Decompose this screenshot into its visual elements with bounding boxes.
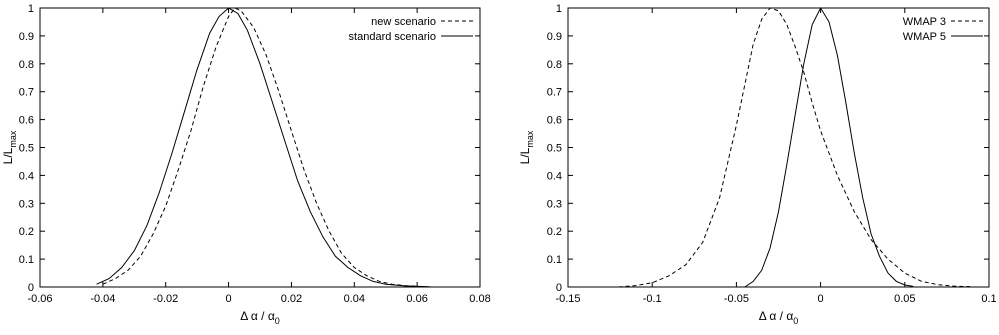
x-tick-label: 0.05	[894, 293, 915, 305]
y-tick-label: 0	[556, 282, 562, 294]
y-tick-label: 0.7	[19, 87, 34, 99]
y-tick-label: 0.8	[547, 59, 562, 71]
y-tick-label: 0.5	[547, 143, 562, 155]
series-line-new-scenario	[102, 7, 418, 287]
x-tick-label: 0	[226, 293, 232, 305]
x-tick-label: -0.06	[27, 293, 52, 305]
x-tick-label: 0.1	[981, 293, 996, 305]
x-axis-label-subscript: 0	[793, 316, 798, 326]
y-axis-label-text: L/L	[1, 147, 15, 164]
x-tick-label: 0.08	[469, 293, 490, 305]
x-tick-label: -0.1	[643, 293, 662, 305]
y-tick-label: 0.1	[547, 254, 562, 266]
y-tick-label: 0.4	[19, 170, 34, 182]
series-line-standard-scenario	[96, 7, 430, 288]
legend-label: WMAP 5	[903, 31, 946, 43]
legend-label: new scenario	[371, 16, 436, 28]
y-tick-label: 0.3	[547, 198, 562, 210]
y-axis-label-subscript: max	[8, 130, 18, 148]
x-tick-label: 0.02	[281, 293, 302, 305]
x-axis-label: Δ α / α0	[759, 309, 799, 326]
series-line-wmap-3	[618, 7, 973, 288]
plot-frame	[567, 7, 990, 288]
series-line-wmap-5	[744, 6, 914, 288]
y-axis-label-text: L/L	[518, 147, 532, 164]
x-tick-label: 0.04	[344, 293, 365, 305]
y-tick-label: 1	[556, 3, 562, 15]
chart-left: -0.06 -0.04 -0.02 0 0.02 0.04 0.06 0.08 0 0.1 0.2 0…	[1, 3, 491, 326]
y-tick-label: 0.6	[19, 115, 34, 127]
y-tick-label: 0.6	[547, 115, 562, 127]
y-axis-label-subscript: max	[525, 130, 535, 148]
x-tick-label: -0.02	[153, 293, 178, 305]
x-tick-label: -0.15	[555, 293, 580, 305]
legend-label: WMAP 3	[903, 16, 946, 28]
x-tick-label: -0.05	[724, 293, 749, 305]
y-tick-label: 0.7	[547, 87, 562, 99]
y-tick-label: 0.2	[19, 226, 34, 238]
x-axis-label: Δ α / α0	[240, 309, 280, 326]
y-tick-label: 0.3	[19, 198, 34, 210]
y-tick-label: 0.5	[19, 143, 34, 155]
legend-label: standard scenario	[349, 31, 436, 43]
x-tick-label: -0.04	[90, 293, 115, 305]
plot-frame	[39, 7, 481, 288]
y-tick-label: 0.9	[547, 31, 562, 43]
x-axis-label-text: Δ α / α	[759, 309, 794, 323]
y-tick-label: 0.1	[19, 254, 34, 266]
x-tick-label: 0.06	[406, 293, 427, 305]
y-tick-label: 0.2	[547, 226, 562, 238]
y-tick-label: 1	[28, 3, 34, 15]
x-tick-label: 0	[818, 293, 824, 305]
y-tick-label: 0.8	[19, 59, 34, 71]
x-axis-label-subscript: 0	[275, 316, 280, 326]
chart-right: -0.15 -0.1 -0.05 0 0.05 0.1 0 0.1 0.2 0.3 0.4 0.5 0.…	[518, 3, 997, 326]
y-axis-label: L/Lmax	[1, 130, 18, 164]
x-axis-label-text: Δ α / α	[240, 309, 275, 323]
y-tick-label: 0	[28, 282, 34, 294]
y-tick-label: 0.4	[547, 170, 562, 182]
y-tick-label: 0.9	[19, 31, 34, 43]
y-axis-label: L/Lmax	[518, 130, 535, 164]
